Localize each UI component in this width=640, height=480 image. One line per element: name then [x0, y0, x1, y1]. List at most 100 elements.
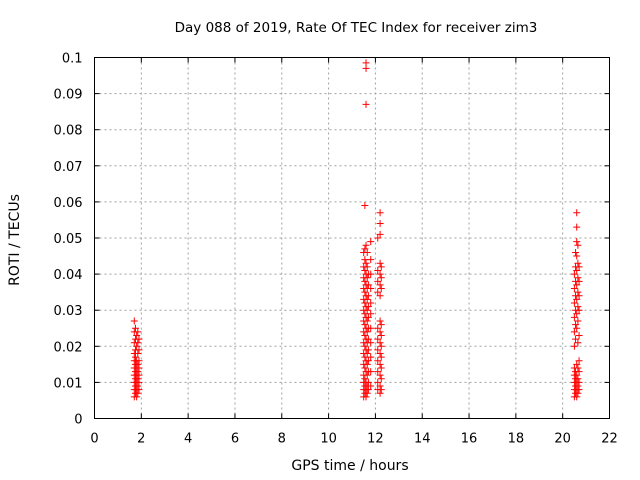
data-point — [361, 310, 369, 318]
data-point — [575, 357, 583, 365]
data-point — [361, 266, 369, 274]
data-point — [575, 292, 583, 300]
data-point — [361, 321, 369, 329]
data-point — [131, 353, 139, 361]
data-point — [575, 368, 583, 376]
data-point — [570, 299, 578, 307]
y-tick-label: 0.09 — [54, 88, 83, 103]
data-point — [377, 364, 385, 372]
data-point — [374, 378, 382, 386]
data-point — [367, 256, 375, 264]
y-tick-label: 0 — [74, 413, 82, 428]
data-point — [376, 389, 384, 397]
data-point — [374, 346, 382, 354]
data-point — [367, 339, 375, 347]
y-tick-label: 0.04 — [54, 268, 83, 283]
data-point — [376, 371, 384, 379]
data-point — [574, 375, 582, 383]
data-point — [364, 292, 372, 300]
y-tick-label: 0.07 — [54, 160, 83, 175]
data-point — [374, 266, 382, 274]
data-point — [361, 364, 369, 372]
y-tick-label: 0.02 — [54, 340, 83, 355]
data-point — [135, 386, 143, 394]
data-point — [575, 331, 583, 339]
data-point — [376, 360, 384, 368]
data-point — [362, 259, 370, 267]
data-point — [573, 324, 581, 332]
y-tick-label: 0.01 — [54, 376, 83, 391]
grid — [94, 57, 610, 419]
data-point — [573, 209, 581, 217]
data-point — [363, 371, 371, 379]
data-point — [134, 382, 142, 390]
x-tick-label: 16 — [461, 432, 478, 447]
data-point — [134, 328, 142, 336]
data-point — [374, 324, 382, 332]
data-point — [133, 331, 141, 339]
data-point — [134, 350, 142, 358]
data-point — [377, 321, 385, 329]
data-point — [363, 263, 371, 271]
data-point — [361, 288, 369, 296]
data-point — [361, 342, 369, 350]
data-point — [573, 360, 581, 368]
data-point — [573, 266, 581, 274]
x-tick-label: 6 — [231, 432, 239, 447]
data-point — [376, 209, 384, 217]
data-point — [361, 277, 369, 285]
data-points — [130, 59, 583, 401]
data-point — [376, 317, 384, 325]
data-point — [367, 353, 375, 361]
data-point — [574, 288, 582, 296]
data-point — [376, 339, 384, 347]
data-point — [573, 252, 581, 260]
data-point — [364, 357, 372, 365]
data-point — [135, 357, 143, 365]
data-point — [134, 360, 142, 368]
data-point — [570, 270, 578, 278]
x-tick-label: 2 — [137, 432, 145, 447]
y-tick-label: 0.06 — [54, 196, 83, 211]
axis-ticks — [94, 57, 610, 419]
data-point — [573, 281, 581, 289]
data-point — [573, 371, 581, 379]
y-tick-label: 0.08 — [54, 124, 83, 139]
data-point — [374, 357, 382, 365]
data-point — [367, 238, 375, 246]
data-point — [363, 350, 371, 358]
data-point — [363, 328, 371, 336]
data-point — [575, 277, 583, 285]
data-point — [377, 274, 385, 282]
data-point — [575, 386, 583, 394]
data-point — [363, 248, 371, 256]
chart-title: Day 088 of 2019, Rate Of TEC Index for r… — [175, 20, 538, 36]
data-point — [367, 382, 375, 390]
data-point — [374, 335, 382, 343]
data-point — [570, 328, 578, 336]
data-point — [362, 59, 370, 67]
data-point — [377, 353, 385, 361]
data-point — [134, 375, 142, 383]
data-point — [364, 303, 372, 311]
x-tick-label: 22 — [601, 432, 618, 447]
data-point — [572, 248, 580, 256]
data-point — [362, 393, 370, 401]
data-point — [134, 389, 142, 397]
data-point — [570, 342, 578, 350]
data-point — [376, 220, 384, 228]
data-point — [363, 274, 371, 282]
data-point — [376, 350, 384, 358]
data-point — [570, 313, 578, 321]
data-point — [573, 223, 581, 231]
data-point — [572, 335, 580, 343]
data-point — [135, 346, 143, 354]
data-point — [134, 368, 142, 376]
data-point — [363, 306, 371, 314]
x-tick-label: 10 — [320, 432, 337, 447]
data-point — [367, 310, 375, 318]
data-point — [376, 328, 384, 336]
data-point — [574, 389, 582, 397]
data-point — [376, 259, 384, 267]
